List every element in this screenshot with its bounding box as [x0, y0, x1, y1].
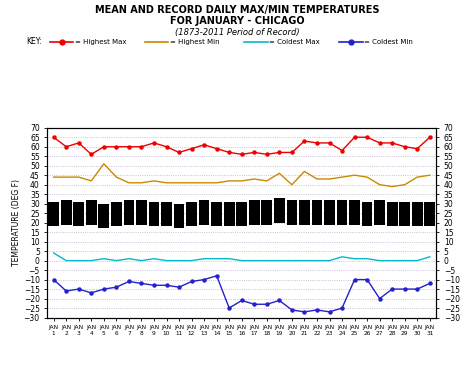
Bar — [199, 200, 210, 224]
Bar — [337, 200, 347, 224]
Text: MEAN AND RECORD DAILY MAX/MIN TEMPERATURES: MEAN AND RECORD DAILY MAX/MIN TEMPERATUR… — [95, 5, 379, 15]
Bar — [111, 202, 122, 226]
Bar — [211, 202, 222, 226]
Y-axis label: TEMPERATURE (DEG F): TEMPERATURE (DEG F) — [12, 179, 21, 266]
Bar — [311, 200, 322, 224]
Text: = Coldest Max: = Coldest Max — [269, 39, 320, 45]
Text: FOR JANUARY - CHICAGO: FOR JANUARY - CHICAGO — [170, 16, 304, 26]
Bar — [387, 202, 398, 226]
Bar — [124, 200, 134, 224]
Bar — [99, 204, 109, 228]
Bar — [362, 202, 373, 226]
Bar — [186, 202, 197, 226]
Text: = Coldest Min: = Coldest Min — [364, 39, 413, 45]
Bar — [299, 200, 310, 224]
Bar — [425, 202, 435, 226]
Text: = Highest Min: = Highest Min — [170, 39, 219, 45]
Bar — [48, 202, 59, 226]
Bar — [412, 202, 423, 226]
Bar — [400, 202, 410, 226]
Bar — [173, 204, 184, 228]
Bar — [224, 202, 235, 226]
Bar — [86, 200, 97, 224]
Bar — [324, 200, 335, 224]
Bar — [161, 202, 172, 226]
Bar — [349, 200, 360, 224]
Bar — [237, 202, 247, 226]
Bar — [249, 200, 260, 224]
Bar — [73, 202, 84, 226]
Bar — [374, 200, 385, 224]
Text: (1873-2011 Period of Record): (1873-2011 Period of Record) — [175, 28, 299, 37]
Text: = Highest Max: = Highest Max — [75, 39, 127, 45]
Bar — [136, 200, 147, 224]
Bar — [274, 198, 285, 223]
Bar — [262, 200, 272, 224]
Text: KEY:: KEY: — [26, 38, 42, 46]
Bar — [149, 202, 159, 226]
Bar — [287, 200, 297, 224]
Bar — [61, 200, 72, 224]
